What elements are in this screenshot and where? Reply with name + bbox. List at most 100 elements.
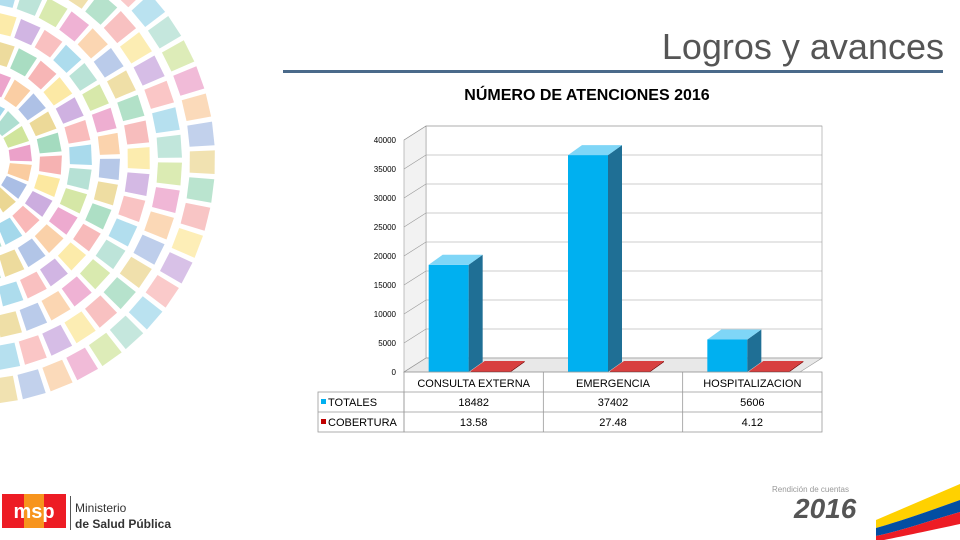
sunburst-segment xyxy=(14,18,41,46)
sunburst-segment xyxy=(95,239,126,270)
sunburst-segment xyxy=(1,175,27,199)
data-label: 5606 xyxy=(740,397,764,409)
sunburst-segment xyxy=(103,11,137,44)
sunburst-segment xyxy=(107,70,136,99)
slide-title: Logros y avances xyxy=(661,26,944,67)
gridline-side xyxy=(403,241,427,257)
sunburst-segment xyxy=(12,205,40,234)
sunburst-segment xyxy=(82,84,109,111)
msp-block-orange xyxy=(24,494,44,528)
sunburst-segment xyxy=(124,172,150,197)
decorative-sunburst xyxy=(0,0,215,403)
legend-label: COBERTURA xyxy=(328,417,398,429)
sunburst-segment xyxy=(0,106,6,117)
data-label: 4.12 xyxy=(742,417,763,429)
sunburst-segment xyxy=(49,207,78,235)
rendicion-cuentas-logo: Rendición de cuentas 2016 xyxy=(772,484,960,540)
sunburst-segment xyxy=(144,211,174,240)
sunburst-segment xyxy=(27,60,57,90)
sunburst-segment xyxy=(108,218,138,247)
sunburst-segment xyxy=(69,63,98,91)
sunburst-segment xyxy=(64,311,96,344)
sunburst-segment xyxy=(4,79,31,108)
bar-cobertura xyxy=(749,361,804,372)
sunburst-segment xyxy=(118,195,146,222)
sunburst-segment xyxy=(68,0,89,9)
data-table: CONSULTA EXTERNA EMERGENCIA HOSPITALIZACIO… xyxy=(317,371,823,433)
sunburst-segment xyxy=(69,144,92,166)
gridline-side xyxy=(403,154,427,170)
sunburst-segment xyxy=(131,0,166,27)
data-label: 18482 xyxy=(458,397,489,409)
sunburst-segment xyxy=(0,73,11,98)
sunburst-segment xyxy=(42,324,73,356)
sunburst-segment xyxy=(97,132,120,155)
rc-year: 2016 xyxy=(793,493,857,524)
y-tick-label: 20000 xyxy=(374,252,397,261)
sunburst-segment xyxy=(117,94,145,122)
sunburst-segment xyxy=(0,13,17,37)
sunburst-segment xyxy=(43,77,73,106)
sunburst-segment xyxy=(7,163,32,182)
sunburst-segment xyxy=(152,107,180,134)
sunburst-segment xyxy=(88,332,122,367)
sunburst-segment xyxy=(156,134,182,158)
sunburst-segment xyxy=(133,234,165,265)
legend-label: TOTALES xyxy=(328,397,377,409)
sunburst-segment xyxy=(145,274,179,308)
sunburst-segment xyxy=(61,276,92,307)
y-tick-label: 25000 xyxy=(374,223,397,232)
sunburst-segment xyxy=(0,274,1,279)
sunburst-segment xyxy=(29,111,57,137)
rc-caption: Rendición de cuentas xyxy=(772,485,849,494)
ministry-line-1: Ministerio xyxy=(75,501,127,515)
y-tick-label: 30000 xyxy=(374,194,397,203)
y-tick-label: 5000 xyxy=(378,339,396,348)
sunburst-segment xyxy=(79,259,111,290)
legend-key xyxy=(321,419,326,424)
sunburst-segment xyxy=(180,202,211,231)
msp-block-red xyxy=(2,494,24,528)
bar-totales xyxy=(707,329,762,372)
sunburst-segment xyxy=(133,55,165,86)
gridline-side xyxy=(403,125,427,141)
sunburst-segment xyxy=(127,147,150,170)
sunburst-segment xyxy=(161,40,195,72)
sunburst-segment xyxy=(42,359,73,392)
legend-key xyxy=(321,399,326,404)
sunburst-segment xyxy=(34,224,64,253)
sunburst-segment xyxy=(128,296,163,330)
sunburst-segment xyxy=(0,342,21,370)
chart-title: NÚMERO DE ATENCIONES 2016 xyxy=(464,85,709,104)
sunburst-segment xyxy=(24,191,53,217)
bar-totales xyxy=(428,254,483,372)
sunburst-segment xyxy=(173,66,205,96)
sunburst-segment xyxy=(20,271,47,299)
sunburst-segment xyxy=(93,181,118,206)
y-tick-label: 15000 xyxy=(374,281,397,290)
y-tick-label: 40000 xyxy=(374,136,397,145)
sunburst-segment xyxy=(147,15,182,49)
sunburst-segment xyxy=(109,315,144,350)
sunburst-segment xyxy=(0,187,16,213)
sunburst-segment xyxy=(119,256,152,289)
sunburst-segment xyxy=(57,242,87,271)
sunburst-segment xyxy=(120,0,136,8)
sunburst-segment xyxy=(85,0,118,25)
sunburst-segment xyxy=(17,238,46,268)
sunburst-segment xyxy=(187,121,215,147)
sunburst-segment xyxy=(0,311,22,338)
sunburst-segment xyxy=(18,93,46,121)
gridline-side xyxy=(403,183,427,199)
sunburst-segment xyxy=(186,177,215,203)
x-category-label: CONSULTA EXTERNA xyxy=(417,378,530,390)
sunburst-segment xyxy=(119,32,152,64)
gridline-side xyxy=(403,357,427,373)
sunburst-segment xyxy=(41,291,71,321)
sunburst-segment xyxy=(0,42,15,67)
bar-cobertura xyxy=(610,361,664,372)
sunburst-segment xyxy=(98,158,120,181)
sunburst-segment xyxy=(66,167,92,190)
title-underline xyxy=(283,70,943,73)
sunburst-segment xyxy=(73,223,101,252)
